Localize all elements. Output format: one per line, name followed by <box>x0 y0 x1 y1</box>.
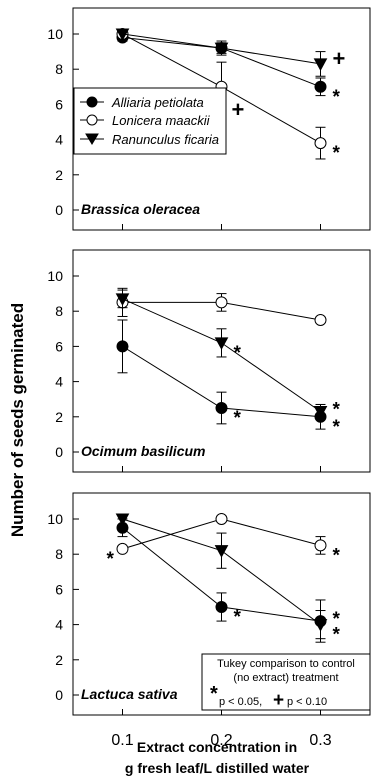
note-p010: p < 0.10 <box>287 696 327 708</box>
x-tick-label: 0.3 <box>309 732 331 749</box>
significance-mark: * <box>333 143 341 164</box>
y-tick-label: 0 <box>55 202 63 218</box>
panel-frame <box>72 249 371 473</box>
significance-mark: * <box>333 417 341 438</box>
panel-title: Brassica oleracea <box>81 201 200 217</box>
y-axis-label: Number of seeds germinated <box>8 303 27 537</box>
note-star-symbol: * <box>210 683 218 705</box>
data-point <box>115 28 130 42</box>
series-ranunculus-ficaria <box>115 513 328 640</box>
data-point <box>314 80 327 93</box>
x-axis-label-line2: g fresh leaf/L distilled water <box>125 760 310 776</box>
y-tick-label: 8 <box>55 546 63 562</box>
y-tick-label: 2 <box>55 409 63 425</box>
y-tick-label: 4 <box>55 374 63 390</box>
significance-mark: * <box>234 408 242 429</box>
data-point <box>313 406 328 419</box>
data-point <box>313 619 328 632</box>
significance-note: Tukey comparison to control (no extract)… <box>201 653 371 711</box>
significance-mark: * <box>234 343 242 364</box>
y-tick-label: 6 <box>55 96 63 112</box>
legend-marker-lonicera <box>86 114 98 126</box>
legend-label-lonicera: Lonicera maackii <box>112 113 211 128</box>
note-box <box>201 653 371 711</box>
legend-box <box>73 87 227 155</box>
data-point <box>314 137 327 150</box>
series-lonicera-maackii <box>116 513 327 555</box>
legend-marker-ranunculus <box>85 133 99 145</box>
y-tick-label: 2 <box>55 652 63 668</box>
panel-title: Lactuca sativa <box>81 686 178 702</box>
legend-label-ranunculus: Ranunculus ficaria <box>112 132 219 147</box>
significance-mark: + <box>333 46 346 71</box>
y-tick-label: 10 <box>47 268 63 284</box>
note-line1: Tukey comparison to control <box>217 658 355 670</box>
y-tick-label: 4 <box>55 617 63 633</box>
data-point <box>215 513 228 525</box>
data-point <box>214 337 229 350</box>
data-point <box>214 42 229 56</box>
x-tick-label: 0.2 <box>210 732 232 749</box>
data-point <box>215 402 228 414</box>
y-tick-label: 4 <box>55 132 63 148</box>
note-p005: p < 0.05, <box>219 696 262 708</box>
data-point <box>314 539 327 552</box>
significance-mark: + <box>232 97 245 122</box>
note-plus-symbol: + <box>273 690 284 711</box>
series-alliaria-petiolata <box>116 518 327 643</box>
y-tick-label: 6 <box>55 581 63 597</box>
data-point <box>314 314 327 326</box>
data-point <box>115 513 130 527</box>
legend: Alliaria petiolata Lonicera maackii Ranu… <box>73 87 227 155</box>
x-tick-label: 0.1 <box>111 732 133 749</box>
significance-mark: * <box>107 549 115 570</box>
note-line2: (no extract) treatment <box>233 672 338 684</box>
significance-mark: * <box>333 625 341 646</box>
y-tick-label: 8 <box>55 303 63 319</box>
significance-mark: * <box>333 400 341 421</box>
data-point <box>215 601 228 613</box>
data-point <box>214 545 229 558</box>
legend-marker-alliaria <box>86 96 98 108</box>
legend-label-alliaria: Alliaria petiolata <box>111 95 204 110</box>
series-ranunculus-ficaria <box>115 289 328 420</box>
data-point <box>116 340 129 353</box>
series-ranunculus-ficaria <box>115 28 328 77</box>
panel-title: Ocimum basilicum <box>81 443 205 459</box>
data-point <box>116 542 129 555</box>
data-point <box>115 293 130 306</box>
y-tick-label: 10 <box>47 511 63 527</box>
y-tick-label: 8 <box>55 61 63 77</box>
y-tick-label: 2 <box>55 167 63 183</box>
significance-mark: * <box>333 609 341 630</box>
y-tick-label: 6 <box>55 338 63 354</box>
data-point <box>215 296 228 309</box>
series-lonicera-maackii <box>116 287 327 326</box>
x-axis-label-line1: Extract concentration in <box>137 739 297 755</box>
significance-mark: * <box>333 87 341 108</box>
data-point <box>313 58 328 71</box>
y-tick-label: 10 <box>47 26 63 42</box>
significance-mark: * <box>234 607 242 628</box>
series-alliaria-petiolata <box>116 319 327 430</box>
y-tick-label: 0 <box>55 687 63 703</box>
significance-mark: * <box>333 545 341 566</box>
y-tick-label: 0 <box>55 444 63 460</box>
